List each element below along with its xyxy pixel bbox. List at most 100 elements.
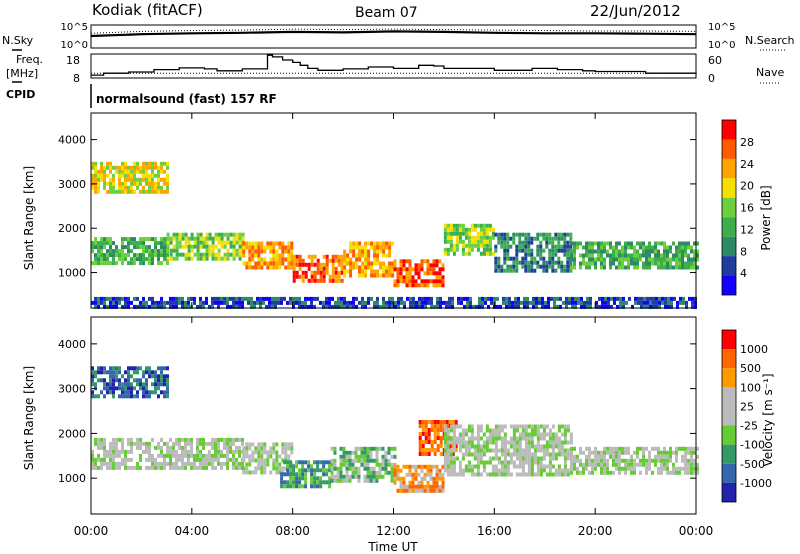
power-cell: [426, 267, 430, 272]
velocity-cell: [393, 454, 397, 459]
power-cell: [139, 261, 142, 266]
power-cell: [446, 231, 450, 236]
power-cell: [458, 235, 462, 240]
velocity-cell: [272, 442, 276, 447]
power-cell: [112, 165, 115, 170]
velocity-cell: [684, 446, 687, 451]
power-cell: [142, 165, 145, 170]
power-cell: [657, 261, 660, 266]
power-cell: [251, 257, 255, 262]
power-cell: [621, 257, 624, 262]
velocity-cell: [506, 468, 510, 473]
velocity-cell: [263, 450, 267, 455]
velocity-cell: [163, 378, 166, 383]
power-cell: [331, 262, 335, 267]
velocity-cell: [687, 466, 690, 471]
velocity-cell: [497, 460, 501, 465]
power-cell: [411, 267, 415, 272]
power-cell: [461, 251, 465, 256]
power-cell: [585, 253, 588, 258]
power-cell: [499, 304, 502, 309]
power-cell: [657, 257, 660, 262]
velocity-cell: [145, 449, 148, 454]
power-cell: [361, 304, 364, 309]
velocity-cell: [322, 468, 326, 473]
power-cell: [100, 257, 103, 262]
velocity-cell: [551, 452, 555, 457]
velocity-cell: [91, 390, 94, 395]
velocity-cell: [316, 464, 320, 469]
power-cell: [352, 300, 355, 305]
power-cell: [458, 231, 462, 236]
velocity-cell: [328, 460, 332, 465]
power-cell: [223, 240, 227, 245]
velocity-cell: [91, 378, 94, 383]
power-cell: [607, 304, 610, 309]
power-cell: [238, 256, 242, 261]
power-cell: [691, 300, 694, 305]
velocity-cell: [557, 436, 561, 441]
power-cell: [408, 271, 412, 276]
power-cell: [649, 300, 652, 305]
velocity-cell: [106, 453, 109, 458]
power-cell: [133, 245, 136, 250]
velocity-cell: [485, 436, 489, 441]
power-cell: [199, 304, 202, 309]
power-cell: [160, 177, 163, 182]
power-cell: [157, 249, 160, 254]
power-cell: [443, 247, 447, 252]
velocity-cell: [154, 465, 157, 470]
velocity-cell: [217, 457, 220, 462]
velocity-cell: [423, 476, 427, 481]
power-colorbar-swatch: [722, 256, 736, 276]
velocity-cell: [316, 484, 320, 489]
power-cell: [563, 252, 567, 257]
power-cell: [248, 241, 252, 246]
power-cell: [166, 236, 170, 241]
power-cell: [556, 296, 559, 301]
power-cell: [382, 241, 386, 246]
velocity-cell: [91, 465, 94, 470]
velocity-cell: [488, 428, 492, 433]
velocity-cell: [533, 432, 537, 437]
power-cell: [435, 259, 439, 264]
velocity-cell: [248, 454, 252, 459]
velocity-cell: [491, 472, 495, 477]
velocity-cell: [345, 462, 349, 467]
velocity-cell: [436, 420, 440, 424]
power-cell: [142, 296, 145, 301]
power-cell: [103, 177, 106, 182]
power-cell: [470, 227, 474, 232]
velocity-cell: [232, 457, 235, 462]
velocity-cell: [136, 441, 139, 446]
velocity-cell: [408, 472, 412, 477]
velocity-cell: [205, 441, 208, 446]
power-cell: [400, 300, 403, 305]
velocity-cell: [232, 441, 235, 446]
power-cell: [475, 304, 478, 309]
power-cell: [616, 304, 619, 309]
velocity-cell: [127, 437, 130, 442]
power-cell: [574, 296, 577, 301]
x-axis: 00:00 04:00 08:00 12:00 16:00 20:00 00:00: [74, 113, 713, 538]
power-cell: [512, 260, 516, 265]
power-cell: [142, 241, 145, 246]
velocity-cell: [263, 442, 267, 447]
velocity-cell: [663, 462, 666, 467]
power-cell: [199, 240, 203, 245]
power-cell: [415, 300, 418, 305]
velocity-cell: [438, 484, 442, 489]
power-cell: [352, 296, 355, 301]
power-cell: [573, 245, 576, 250]
velocity-cell: [467, 448, 471, 453]
velocity-cell: [651, 470, 654, 475]
velocity-cell: [196, 453, 199, 458]
velocity-cell: [423, 484, 427, 489]
velocity-cell: [512, 440, 516, 445]
velocity-cell: [446, 452, 450, 457]
power-cell: [214, 300, 217, 305]
power-cell: [124, 257, 127, 262]
velocity-cell: [642, 454, 645, 459]
noise-series-0: [90, 30, 697, 38]
velocity-cell: [289, 464, 293, 469]
